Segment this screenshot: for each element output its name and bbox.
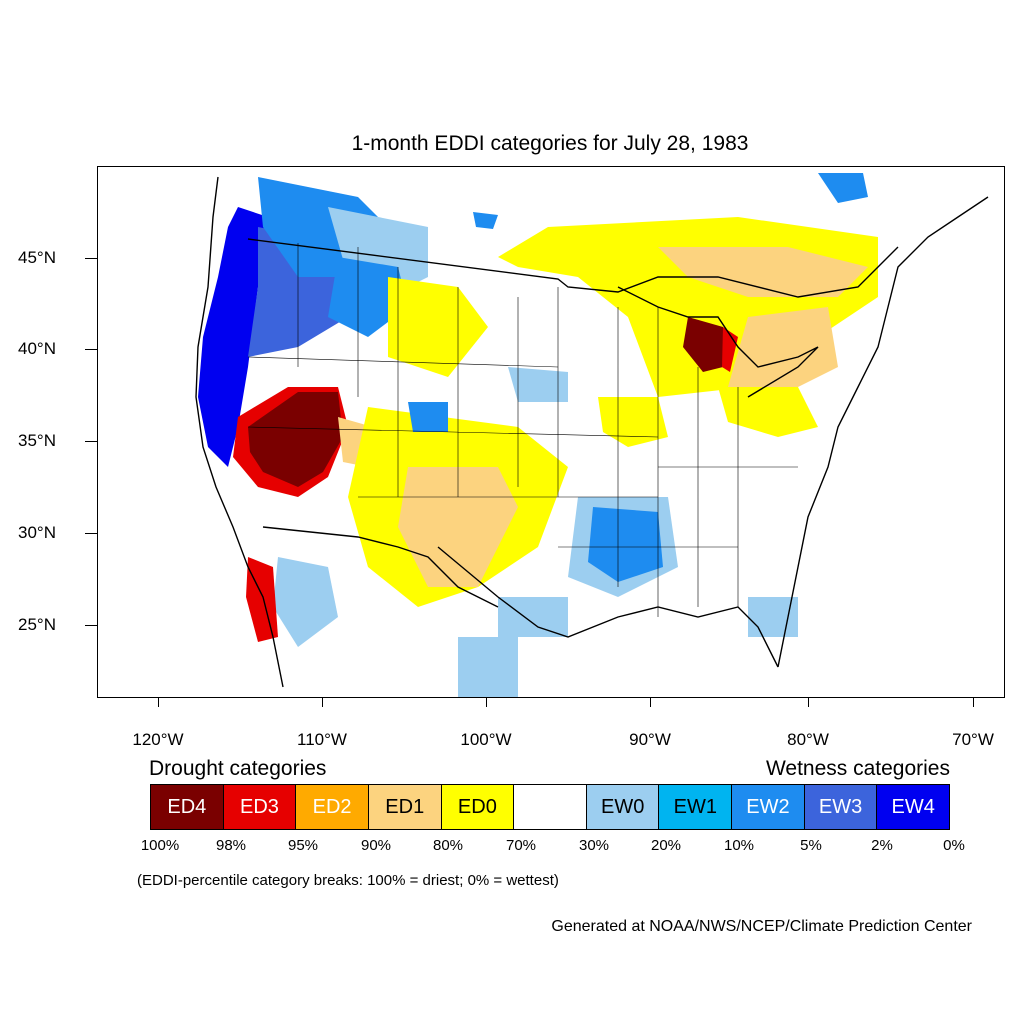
lat-tick-45: [85, 258, 97, 259]
region-ew2-lower-mississippi: [588, 507, 663, 582]
east-coastline: [777, 196, 989, 668]
lat-tick-30: [85, 533, 97, 534]
legend-cell-ew1: EW1: [659, 785, 733, 829]
lat-label-40: 40°N: [18, 339, 56, 358]
legend-cell-ed3: ED3: [223, 785, 297, 829]
region-ew4-pacific-coast: [198, 207, 268, 467]
lon-tick-120: [158, 697, 159, 707]
lat-tick-35: [85, 441, 97, 442]
drought-legend-title: Drought categories: [149, 757, 327, 780]
great-lakes-shoreline: [617, 286, 819, 398]
lat-label-25: 25°N: [18, 615, 56, 634]
pct-break-90: 90%: [360, 837, 392, 854]
source-credit: Generated at NOAA/NWS/NCEP/Climate Predi…: [551, 918, 972, 935]
lon-tick-70: [973, 697, 974, 707]
category-break-note: (EDDI-percentile category breaks: 100% =…: [137, 872, 559, 889]
region-ed0-midwest: [598, 397, 668, 447]
pct-break-30: 30%: [578, 837, 610, 854]
lon-tick-90: [650, 697, 651, 707]
state-borders: [247, 243, 798, 617]
legend-cell-ed0: ED0: [441, 785, 515, 829]
region-ed3-michigan-edge: [722, 327, 738, 372]
pct-break-20: 20%: [650, 837, 682, 854]
legend-cell-ew4: EW4: [877, 785, 950, 829]
region-ed3-baja-edge: [246, 557, 278, 642]
region-ew0-baja: [273, 557, 338, 647]
region-ed4-michigan: [683, 317, 723, 372]
map-title: 1-month EDDI categories for July 28, 198…: [351, 132, 749, 155]
conus-map: [195, 173, 989, 697]
pct-break-100: 100%: [140, 837, 180, 854]
pct-break-80: 80%: [432, 837, 464, 854]
region-ed0-wyoming: [388, 277, 488, 377]
legend-cell-ew0: EW0: [586, 785, 660, 829]
pct-break-2: 2%: [871, 837, 893, 854]
pct-break-70: 70%: [505, 837, 537, 854]
lon-label-70: 70°W: [952, 730, 994, 749]
lat-label-30: 30°N: [18, 523, 56, 542]
pct-break-98: 98%: [215, 837, 247, 854]
region-ed1-ontario: [658, 247, 868, 297]
pct-break-95: 95%: [287, 837, 319, 854]
lon-label-100: 100°W: [460, 730, 512, 749]
region-ew2-ontario-west: [473, 212, 498, 229]
wetness-legend-title: Wetness categories: [765, 757, 950, 780]
lat-tick-40: [85, 349, 97, 350]
gulf-coastline: [437, 546, 779, 668]
legend-cell-neutral: [514, 785, 587, 829]
us-mexico-border: [262, 526, 499, 608]
lat-tick-25: [85, 625, 97, 626]
lon-tick-100: [486, 697, 487, 707]
category-legend-bar: ED4 ED3 ED2 ED1 ED0 EW0 EW1 EW2 EW3 EW4: [150, 784, 950, 830]
region-ed0-mid-atlantic: [718, 387, 818, 437]
lat-label-35: 35°N: [18, 431, 56, 450]
region-ed4-nevada-utah: [248, 392, 343, 487]
pct-break-5: 5%: [800, 837, 822, 854]
region-ew2-quebec: [818, 173, 868, 203]
pct-break-10: 10%: [723, 837, 755, 854]
west-coastline: [195, 176, 284, 688]
legend-cell-ew3: EW3: [804, 785, 878, 829]
region-ed1-new-york: [728, 307, 838, 397]
legend-cell-ew2: EW2: [732, 785, 805, 829]
us-canada-border: [247, 238, 899, 298]
region-ew0-south-texas: [498, 597, 568, 637]
lon-tick-110: [322, 697, 323, 707]
legend-cell-ed2: ED2: [296, 785, 369, 829]
lon-label-110: 110°W: [297, 730, 347, 749]
lon-tick-80: [808, 697, 809, 707]
pct-break-0: 0%: [943, 837, 965, 854]
lon-label-120: 120°W: [132, 730, 184, 749]
region-ew0-nebraska: [508, 367, 568, 402]
map-panel: [97, 166, 1005, 698]
lon-label-80: 80°W: [787, 730, 829, 749]
legend-cell-ed4: ED4: [151, 785, 224, 829]
lon-label-90: 90°W: [629, 730, 671, 749]
region-ew1-colorado: [408, 402, 448, 432]
lat-label-45: 45°N: [18, 248, 56, 267]
legend-cell-ed1: ED1: [368, 785, 442, 829]
region-ew0-mexico-gulf: [458, 637, 518, 697]
